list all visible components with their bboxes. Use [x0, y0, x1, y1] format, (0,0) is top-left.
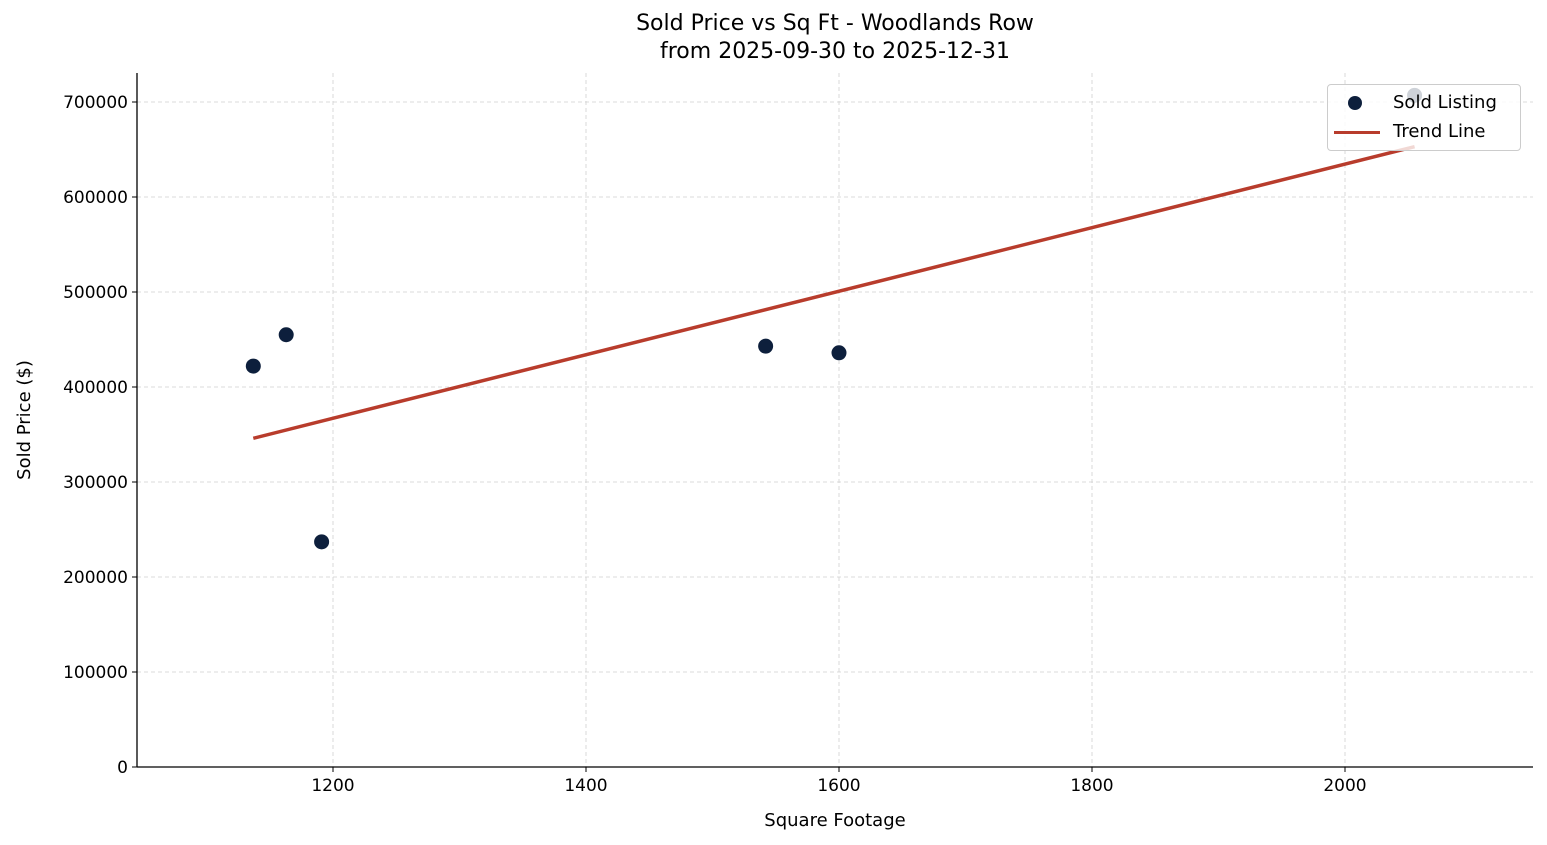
scatter-marker-icon [1348, 96, 1362, 110]
data-point [758, 338, 774, 354]
y-tick-label: 400000 [63, 378, 128, 398]
x-tick-label: 2000 [1323, 776, 1366, 796]
x-tick-label: 1600 [817, 776, 860, 796]
y-tick-label: 700000 [63, 93, 128, 113]
y-tick-label: 600000 [63, 188, 128, 208]
data-point [314, 534, 330, 550]
x-tick-label: 1200 [311, 776, 354, 796]
data-point [831, 345, 847, 361]
data-point [245, 358, 261, 374]
title-line: Sold Price vs Sq Ft - Woodlands Row [636, 11, 1034, 36]
x-tick-label: 1800 [1070, 776, 1113, 796]
y-tick-label: 200000 [63, 568, 128, 588]
y-axis-label: Sold Price ($) [14, 360, 35, 480]
line-marker-icon [1334, 131, 1380, 134]
y-tick-label: 100000 [63, 663, 128, 683]
y-tick-label: 500000 [63, 283, 128, 303]
legend: Sold Listing Trend Line [1327, 84, 1521, 151]
y-tick-label: 300000 [63, 473, 128, 493]
x-tick-label: 1400 [564, 776, 607, 796]
subtitle-line: from 2025-09-30 to 2025-12-31 [660, 39, 1010, 64]
trend-line [252, 144, 1416, 440]
chart-title: Sold Price vs Sq Ft - Woodlands Row from… [0, 10, 1547, 66]
x-axis-label: Square Footage [764, 810, 905, 831]
legend-item-sold-listing: Sold Listing [1328, 90, 1520, 116]
legend-item-trend-line: Trend Line [1328, 119, 1520, 145]
y-tick-label: 0 [117, 758, 128, 778]
data-point [278, 327, 294, 343]
